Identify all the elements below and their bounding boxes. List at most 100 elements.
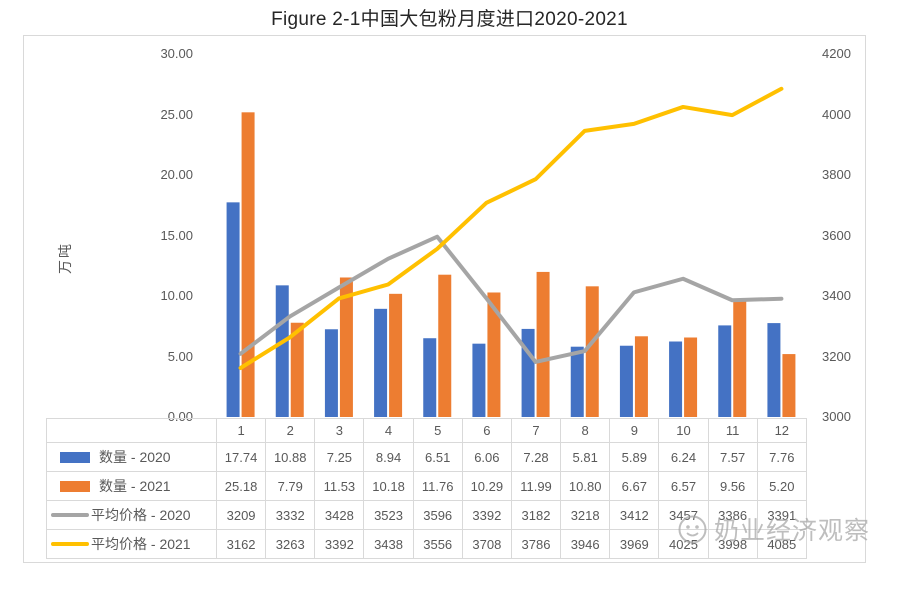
month-label: 8 (560, 418, 611, 443)
line-swatch-icon (51, 542, 89, 546)
bar-数量 - 2021 (585, 286, 599, 417)
bar-数量 - 2020 (619, 345, 633, 417)
table-cell: 7.25 (314, 442, 365, 472)
month-label: 12 (756, 418, 807, 443)
table-cell: 3392 (314, 529, 365, 559)
bar-数量 - 2020 (324, 329, 338, 417)
bar-数量 - 2020 (521, 328, 535, 417)
table-cell: 3708 (461, 529, 512, 559)
legend-key: 数量 - 2020 (46, 442, 217, 472)
bar-数量 - 2020 (718, 325, 732, 417)
left-axis-tick: 30.00 (160, 46, 193, 61)
table-cell: 8.94 (363, 442, 414, 472)
table-cell: 3428 (314, 500, 365, 530)
right-axis-tick: 3800 (822, 167, 851, 182)
chart-title: Figure 2-1中国大包粉月度进口2020-2021 (271, 9, 628, 30)
table-cell: 7.79 (265, 471, 316, 501)
table-cell: 11.76 (412, 471, 463, 501)
left-axis-tick: 15.00 (160, 227, 193, 243)
table-cell: 7.28 (510, 442, 562, 472)
bar-数量 - 2021 (241, 112, 255, 417)
bar-数量 - 2021 (733, 301, 747, 417)
table-cell: 3162 (215, 529, 267, 559)
bar-数量 - 2021 (487, 292, 501, 417)
bar-数量 - 2021 (389, 293, 403, 417)
right-axis-tick: 3200 (822, 348, 851, 364)
table-cell: 5.89 (609, 442, 660, 472)
table-cell: 25.18 (215, 471, 267, 501)
left-axis-tick: 20.00 (160, 167, 193, 182)
month-label: 1 (215, 418, 267, 443)
bar-数量 - 2020 (767, 323, 781, 417)
left-axis-tick: 25.00 (160, 106, 193, 122)
table-row: 平均价格 - 2020 3209 3332 3428 3523 3596 3392 3182 3… (46, 500, 807, 530)
table-cell: 3457 (658, 500, 709, 530)
legend-key: 平均价格 - 2021 (46, 529, 217, 559)
table-cell: 6.51 (412, 442, 463, 472)
legend-label: 数量 - 2021 (99, 478, 171, 494)
bar-数量 - 2021 (684, 337, 698, 417)
table-cell: 3263 (265, 529, 316, 559)
bar-数量 - 2020 (275, 285, 289, 417)
table-cell: 5.81 (560, 442, 611, 472)
bar-数量 - 2020 (374, 308, 388, 417)
month-label: 3 (314, 418, 365, 443)
month-label: 10 (658, 418, 709, 443)
table-cell: 7.57 (707, 442, 758, 472)
table-cell: 7.76 (756, 442, 807, 472)
line-平均价格 - 2020 (238, 234, 784, 364)
table-cell: 10.80 (560, 471, 611, 501)
table-cell: 6.06 (461, 442, 512, 472)
table-cell: 5.20 (756, 471, 807, 501)
month-label: 6 (461, 418, 512, 443)
month-label: 5 (412, 418, 463, 443)
left-axis-title: 万吨 (57, 242, 73, 274)
bar-swatch-icon (60, 480, 90, 492)
bar-swatch-icon (60, 451, 90, 463)
table-corner (46, 418, 217, 443)
table-row: 平均价格 - 2021 3162 3263 3392 3438 3556 3708 3786 3… (46, 529, 807, 559)
legend-label: 平均价格 - 2021 (91, 536, 191, 552)
month-label: 7 (510, 418, 562, 443)
bar-数量 - 2021 (339, 277, 353, 417)
table-cell: 17.74 (215, 442, 267, 472)
bar-数量 - 2020 (423, 338, 437, 417)
chart-data-table: 1 2 3 4 5 6 7 8 9 10 11 12 数量 - 2020 17.74 10.88 7.25 8.… (46, 418, 807, 559)
legend-label: 数量 - 2020 (99, 449, 171, 465)
bar-数量 - 2021 (290, 322, 304, 417)
legend-key: 数量 - 2021 (46, 471, 217, 501)
table-cell: 10.29 (461, 471, 512, 501)
bar-数量 - 2020 (226, 202, 240, 417)
table-cell: 3969 (609, 529, 660, 559)
line-平均价格 - 2021 (238, 86, 784, 370)
month-label: 2 (265, 418, 316, 443)
bar-数量 - 2020 (669, 341, 683, 417)
right-axis-tick: 3400 (822, 288, 851, 303)
table-row: 数量 - 2021 25.18 7.79 11.53 10.18 11.76 10.29 11… (46, 471, 807, 501)
right-axis-tick: 4200 (822, 46, 851, 61)
right-axis-tick: 3600 (822, 227, 851, 243)
table-cell: 3332 (265, 500, 316, 530)
table-cell: 10.88 (265, 442, 316, 472)
table-cell: 3391 (756, 500, 807, 530)
table-cell: 11.53 (314, 471, 365, 501)
table-cell: 3946 (560, 529, 611, 559)
legend-key: 平均价格 - 2020 (46, 500, 217, 530)
bar-数量 - 2021 (782, 354, 796, 417)
table-cell: 4025 (658, 529, 709, 559)
plot-area (226, 86, 796, 417)
table-row-months: 1 2 3 4 5 6 7 8 9 10 11 12 (46, 418, 807, 443)
table-cell: 9.56 (707, 471, 758, 501)
right-axis-tick: 3000 (822, 409, 851, 424)
bar-数量 - 2021 (634, 336, 648, 417)
table-cell: 3786 (510, 529, 562, 559)
right-axis-tick: 4000 (822, 106, 851, 122)
table-cell: 3218 (560, 500, 611, 530)
bar-数量 - 2021 (536, 271, 550, 417)
left-axis-tick: 5.00 (167, 348, 193, 364)
table-row: 数量 - 2020 17.74 10.88 7.25 8.94 6.51 6.06 7.28 5… (46, 442, 807, 472)
table-cell: 3438 (363, 529, 414, 559)
table-cell: 3392 (461, 500, 512, 530)
table-cell: 3998 (707, 529, 758, 559)
bar-数量 - 2020 (472, 343, 486, 417)
